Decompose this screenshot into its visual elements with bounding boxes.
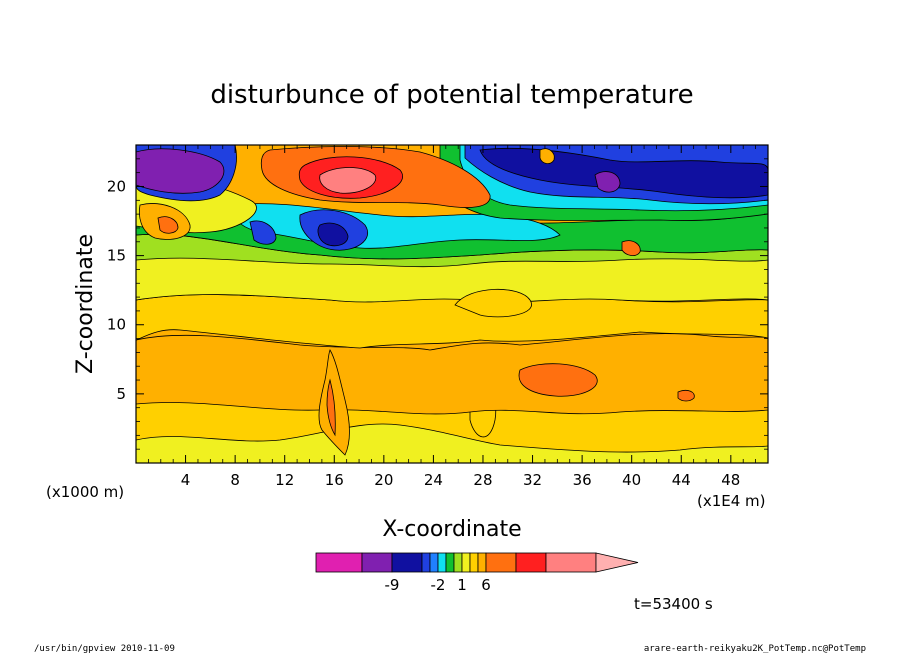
field-region-blue-left-mid	[249, 220, 277, 245]
colorbar-label: -9	[385, 576, 400, 594]
colorbar-segment	[421, 552, 431, 573]
x-axis-unit-left: (x1000 m)	[46, 483, 124, 501]
field-region-surface-yellow	[136, 423, 768, 463]
field-region-pink-top	[319, 167, 377, 194]
x-tick-label: 8	[230, 471, 240, 489]
field-region-orange-small-1	[621, 240, 641, 256]
field-region-orange-small-2	[539, 148, 555, 164]
colorbar-arrow	[595, 552, 639, 573]
x-tick-label: 36	[573, 471, 592, 489]
time-label: t=53400 s	[634, 595, 713, 613]
x-tick-label: 48	[721, 471, 740, 489]
colorbar-segment	[453, 552, 463, 573]
field-region-orange-right-low	[518, 363, 598, 397]
x-tick-label: 28	[473, 471, 492, 489]
field-region-upper-orange-lobe-2	[157, 216, 179, 234]
y-tick-label: 15	[107, 247, 126, 265]
field-region-purple-right	[594, 171, 621, 193]
colorbar-segment	[515, 552, 547, 573]
footer-right: arare-earth-reikyaku2K_PotTemp.nc@PotTem…	[644, 644, 866, 654]
colorbar-segment	[477, 552, 487, 573]
colorbar-segment	[315, 552, 363, 573]
colorbar-segment	[429, 552, 439, 573]
colorbar-segment	[445, 552, 455, 573]
colorbar-segment	[485, 552, 517, 573]
x-axis-unit-right: (x1E4 m)	[697, 492, 766, 510]
plot-frame	[135, 144, 769, 464]
colorbar-segment	[391, 552, 423, 573]
x-tick-label: 24	[424, 471, 443, 489]
colorbar-segment	[361, 552, 393, 573]
colorbar-label: 6	[481, 576, 491, 594]
y-tick-label: 20	[107, 177, 126, 195]
field-region-darkblue-mid	[317, 222, 349, 247]
colorbar-segment	[461, 552, 471, 573]
colorbar-segment	[545, 552, 597, 573]
y-tick-label: 10	[107, 316, 126, 334]
field-region-orange-blob-mid	[454, 288, 532, 318]
colorbar-label: 1	[457, 576, 467, 594]
x-axis: 4 8 12 16 20 24 28 32 36 40 44 48	[147, 145, 757, 489]
x-tick-label: 12	[275, 471, 294, 489]
x-tick-label: 20	[374, 471, 393, 489]
x-axis-label: X-coordinate	[382, 517, 521, 542]
y-tick-label: 5	[116, 385, 126, 403]
footer-left: /usr/bin/gpview 2010-11-09	[34, 644, 175, 654]
colorbar-label: -2	[431, 576, 446, 594]
colorbar-segment	[437, 552, 447, 573]
contour-field	[136, 145, 768, 463]
field-region-orange-right-small	[677, 390, 695, 402]
x-tick-label: 40	[622, 471, 641, 489]
chart-title: disturbunce of potential temperature	[210, 80, 693, 110]
colorbar: -9 -2 1 6	[315, 552, 639, 594]
y-axis-label: Z-coordinate	[73, 234, 98, 374]
field-region-plume-core	[326, 378, 336, 437]
x-tick-label: 16	[325, 471, 344, 489]
field-region-purple-top-left	[136, 148, 225, 194]
y-axis: 5 10 15 20	[107, 158, 768, 450]
x-tick-label: 44	[672, 471, 691, 489]
x-tick-label: 32	[523, 471, 542, 489]
colorbar-segment	[469, 552, 479, 573]
x-tick-label: 4	[181, 471, 191, 489]
